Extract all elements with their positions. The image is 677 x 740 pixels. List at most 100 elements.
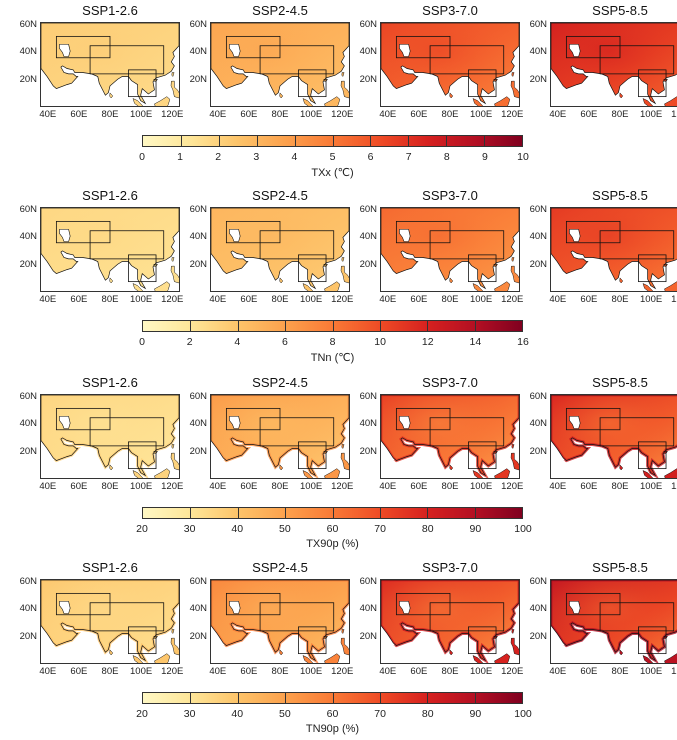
panel-title: SSP3-7.0 [422,3,478,18]
colorbar-tick-label: 30 [183,708,196,720]
island-3 [302,98,314,106]
caspian-sea [399,416,411,429]
x-tick-label: 100E [300,109,323,120]
map-canvas [41,580,179,663]
colorbar-tick [190,693,192,703]
panel-title: SSP5-8.5 [592,3,648,18]
island-4 [664,468,677,478]
caspian-sea [399,229,411,242]
y-tick-label: 60N [529,18,547,30]
region-box-3 [638,254,667,283]
colorbar-tick [379,508,381,518]
land-shading [381,23,519,104]
x-tick-label: 60E [240,109,258,120]
land-shading [551,23,677,104]
x-tick-label: 60E [240,294,258,305]
colorbar-tick [237,693,239,703]
island-3 [472,98,484,106]
island-0 [511,629,515,634]
land-shading [211,23,349,104]
colorbar-tick [474,693,476,703]
x-tick-label: 60E [410,666,428,677]
map-panel: SSP2-4.5 60N 40N 20N 40E 60E 80E 100E 120E [190,560,354,682]
map-canvas [381,395,519,478]
panel-title: SSP2-4.5 [252,188,308,203]
x-tick-label: 120E [161,666,184,677]
caspian-sea [59,229,71,242]
panel-title: SSP2-4.5 [252,560,308,575]
y-tick-label: 40N [19,231,37,243]
x-tick-label: 100E [470,481,493,492]
colorbar-tick-label: 6 [281,336,288,348]
region-box-1 [565,220,621,244]
colorbar-tick-label: 80 [421,523,434,535]
figure-row-tx90p: SSP1-2.6 60N 40N 20N 40E 60E 80E 100E 120E SSP2-4… [0,375,677,555]
island-5 [170,452,179,471]
island-0 [171,629,175,634]
map-frame [210,207,350,292]
caspian-sea [229,601,241,614]
colorbar-tick [427,508,429,518]
x-tick-label: 100E [640,294,663,305]
y-tick-label: 20N [529,73,547,85]
y-tick-label: 60N [19,390,37,402]
island-3 [302,470,314,478]
coastline [551,395,677,477]
island-4 [324,653,341,663]
island-3 [132,98,144,106]
map-panel: SSP2-4.5 60N 40N 20N 40E 60E 80E 100E 120E [190,188,354,310]
island-0 [511,72,515,77]
y-tick-label: 60N [19,203,37,215]
x-tick-label: 80E [441,109,459,120]
map-panel: SSP2-4.5 60N 40N 20N 40E 60E 80E 100E 120E [190,3,354,125]
panel-title: SSP3-7.0 [422,188,478,203]
x-tick-label: 60E [410,109,428,120]
map-canvas [551,208,677,291]
colorbar-tick-label: 70 [374,523,386,535]
map-panel: SSP5-8.5 60N 40N 20N 40E 60E 80E 100E 120E [530,375,677,497]
region-box-1 [395,35,451,59]
y-tick-label: 20N [529,445,547,457]
colorbar-tick-label: 20 [136,708,148,720]
region-box-3 [298,254,327,283]
map-panel: SSP3-7.0 60N 40N 20N 40E 60E 80E 100E 120E [360,188,524,310]
caspian-sea [569,416,581,429]
x-tick-label: 120E [671,294,677,305]
colorbar-tick [474,321,476,331]
region-box-2 [599,230,675,260]
colorbar-tick [256,136,258,146]
x-tick-label: 120E [501,109,524,120]
y-tick-label: 20N [189,630,207,642]
map-frame [40,22,180,107]
colorbar-tick [285,693,287,703]
colorbar-tick-label: 8 [329,336,336,348]
map-panel: SSP2-4.5 60N 40N 20N 40E 60E 80E 100E 120E [190,375,354,497]
colorbar-tick-label: 2 [186,336,193,348]
y-tick-label: 20N [359,630,377,642]
colorbar-tick [474,508,476,518]
colorbar-tick [379,693,381,703]
map-canvas [551,580,677,663]
island-3 [132,283,144,291]
y-tick-label: 40N [359,603,377,615]
island-4 [494,653,511,663]
region-box-1 [565,35,621,59]
y-tick-label: 20N [529,630,547,642]
map-canvas [211,23,349,106]
map-panel: SSP3-7.0 60N 40N 20N 40E 60E 80E 100E 120E [360,560,524,682]
region-box-1 [55,592,111,616]
island-3 [642,283,654,291]
map-panel: SSP1-2.6 60N 40N 20N 40E 60E 80E 100E 120E [20,560,184,682]
caspian-sea [569,229,581,242]
coastline [41,395,179,477]
colorbar-tick [190,321,192,331]
x-tick-label: 100E [470,666,493,677]
land-shading [551,580,677,661]
coastline [381,580,519,662]
island-2 [619,464,624,471]
region-box-2 [89,230,165,260]
island-3 [642,655,654,663]
island-2 [279,277,284,284]
x-tick-label: 40E [209,481,227,492]
y-tick-label: 20N [19,258,37,270]
